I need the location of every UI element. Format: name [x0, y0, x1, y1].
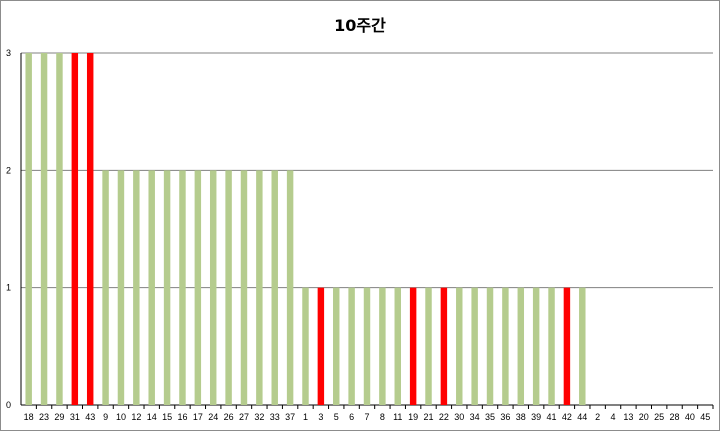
x-tick-label-25: 25 [654, 412, 664, 422]
bar-5 [333, 287, 340, 405]
x-tick-label-29: 29 [54, 412, 64, 422]
bar-32 [256, 170, 263, 405]
x-tick-label-7: 7 [364, 412, 369, 422]
bar-30 [456, 287, 463, 405]
x-tick-label-4: 4 [611, 412, 616, 422]
x-tick-label-39: 39 [531, 412, 541, 422]
y-tick-label: 2 [6, 165, 11, 175]
x-tick-label-18: 18 [24, 412, 34, 422]
x-tick-label-30: 30 [454, 412, 464, 422]
bar-21 [425, 287, 432, 405]
x-tick-label-40: 40 [685, 412, 695, 422]
x-tick-label-27: 27 [239, 412, 249, 422]
bar-29 [56, 53, 63, 405]
bar-34 [471, 287, 478, 405]
bar-27 [240, 170, 248, 405]
x-tick-label-12: 12 [131, 412, 141, 422]
bar-26 [225, 170, 232, 405]
x-tick-label-3: 3 [318, 412, 323, 422]
bar-36 [502, 287, 509, 405]
x-tick-label-16: 16 [177, 412, 187, 422]
bar-15 [163, 170, 171, 405]
y-tick-label: 0 [6, 400, 11, 410]
x-tick-label-20: 20 [639, 412, 649, 422]
x-tick-label-43: 43 [85, 412, 95, 422]
bar-7 [363, 287, 371, 405]
bar-38 [517, 287, 525, 405]
bar-37 [286, 170, 294, 405]
bar-42 [563, 287, 571, 405]
bar-24 [209, 170, 217, 405]
bar-16 [179, 170, 186, 405]
y-tick-label: 1 [6, 283, 11, 293]
x-tick-label-34: 34 [470, 412, 480, 422]
x-tick-label-35: 35 [485, 412, 495, 422]
x-tick-label-23: 23 [39, 412, 49, 422]
x-tick-label-33: 33 [270, 412, 280, 422]
x-tick-label-10: 10 [116, 412, 126, 422]
x-axis-ticks: 18 23 29 31 43 9 10 12 14 15 16 17 24 26 27 32 33 37 1 3 5 6 7… [24, 405, 714, 422]
bar-33 [271, 170, 278, 405]
x-tick-label-9: 9 [103, 412, 108, 422]
x-tick-label-6: 6 [349, 412, 354, 422]
bar-series [25, 53, 586, 405]
bar-23 [40, 53, 48, 405]
x-tick-label-42: 42 [562, 412, 572, 422]
x-tick-label-13: 13 [623, 412, 633, 422]
bar-1 [302, 287, 309, 405]
x-tick-label-38: 38 [516, 412, 526, 422]
bar-41 [548, 287, 555, 405]
y-axis-ticks: 0 1 2 3 [6, 48, 11, 410]
bar-17 [194, 170, 202, 405]
x-tick-label-44: 44 [577, 412, 587, 422]
x-tick-label-8: 8 [380, 412, 385, 422]
x-tick-label-22: 22 [439, 412, 449, 422]
x-tick-label-24: 24 [208, 412, 218, 422]
x-tick-label-36: 36 [500, 412, 510, 422]
x-tick-label-31: 31 [70, 412, 80, 422]
x-tick-label-45: 45 [700, 412, 710, 422]
bar-39 [532, 287, 540, 405]
x-tick-label-5: 5 [334, 412, 339, 422]
bar-6 [348, 287, 355, 405]
bar-14 [148, 170, 155, 405]
x-tick-label-37: 37 [285, 412, 295, 422]
bar-18 [25, 53, 32, 405]
x-tick-label-19: 19 [408, 412, 418, 422]
bar-35 [486, 287, 494, 405]
bar-10 [117, 170, 125, 405]
bar-22 [440, 287, 448, 405]
y-tick-label: 3 [6, 48, 11, 58]
chart-title: 10주간 [334, 16, 386, 35]
bar-19 [409, 287, 417, 405]
bar-43 [86, 53, 94, 405]
x-tick-label-41: 41 [547, 412, 557, 422]
x-tick-label-32: 32 [254, 412, 264, 422]
bar-8 [379, 287, 386, 405]
x-tick-label-28: 28 [670, 412, 680, 422]
x-tick-label-14: 14 [147, 412, 157, 422]
x-tick-label-17: 17 [193, 412, 203, 422]
bar-9 [102, 170, 109, 405]
bar-31 [71, 53, 79, 405]
x-tick-label-26: 26 [224, 412, 234, 422]
x-tick-label-15: 15 [162, 412, 172, 422]
x-tick-label-11: 11 [393, 412, 402, 422]
x-tick-label-2: 2 [595, 412, 600, 422]
x-tick-label-21: 21 [424, 412, 434, 422]
x-tick-label-1: 1 [303, 412, 308, 422]
bar-44 [579, 287, 586, 405]
bar-12 [133, 170, 140, 405]
bar-11 [394, 287, 401, 405]
bar-3 [317, 287, 325, 405]
